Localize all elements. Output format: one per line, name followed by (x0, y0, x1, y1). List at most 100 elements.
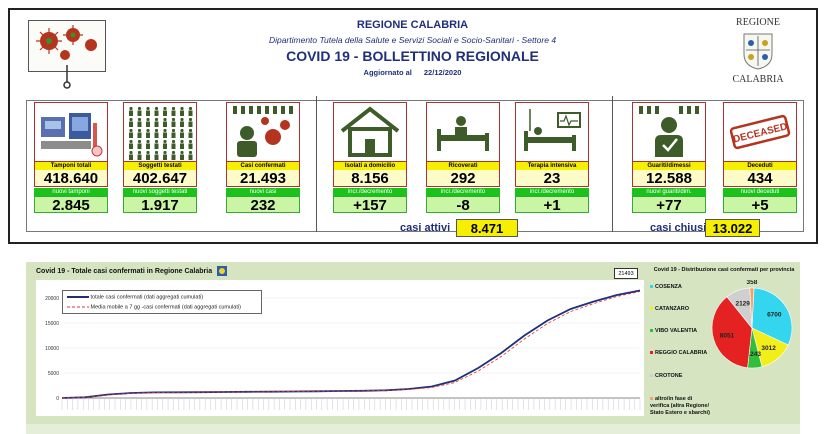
card-terapia: Terapia intensiva 23 incr./decremento +1 (515, 102, 589, 214)
card-sub-value: 2.845 (34, 196, 108, 214)
pie-legend-label: CATANZARO (655, 306, 690, 312)
pie-legend-label: altro/in fase di verifica (altra Regione… (650, 396, 710, 416)
card-label: Soggetti testati (123, 162, 197, 170)
hospital-bed-icon (426, 102, 500, 162)
card-label: Ricoverati (426, 162, 500, 170)
card-sub-label: nuovi tamponi (34, 188, 108, 196)
pie-legend-label: CROTONE (655, 373, 683, 379)
pie-legend-reggio: REGGIO CALABRIA (650, 350, 707, 356)
card-label: Isolati a domicilio (333, 162, 407, 170)
card-value: 23 (515, 170, 589, 187)
card-sub-label: incr./decremento (426, 188, 500, 196)
closed-cases-value: 13.022 (705, 219, 760, 237)
pie-slice (711, 296, 753, 369)
chart-legend: totale casi confermati (dati aggregati c… (62, 290, 262, 314)
pie-legend-vibo: VIBO VALENTIA (650, 328, 697, 334)
card-label: Casi confermati (226, 162, 300, 170)
card-deceduti: DECEASED Deceduti 434 nuovi deceduti +5 (723, 102, 797, 214)
updated-line: Aggiornato al 22/12/2020 (0, 68, 825, 77)
pie-slice-label: 1243 (747, 351, 762, 358)
active-cases-label: casi attivi (400, 222, 451, 234)
legend-label: totale casi confermati (dati aggregati c… (90, 294, 204, 301)
pie-slice-label: 3012 (761, 345, 776, 352)
card-isolati: Isolati a domicilio 8.156 incr./decremen… (333, 102, 407, 214)
updated-label: Aggiornato al (363, 68, 412, 77)
pie-legend-catanzaro: CATANZARO (650, 306, 689, 312)
y-tick-label: 15000 (45, 321, 59, 327)
card-sub-value: 232 (226, 196, 300, 214)
card-sub-label: incr./decremento (333, 188, 407, 196)
pie-legend-label: VIBO VALENTIA (655, 328, 698, 334)
card-label: Tamponi totali (34, 162, 108, 170)
pie-legend-crotone: CROTONE (650, 373, 682, 379)
series-moving-average-line (61, 291, 641, 399)
card-guariti: Guariti/dimessi 12.588 nuovi guariti/dim… (632, 102, 706, 214)
card-sub-label: nuovi casi (226, 188, 300, 196)
people-grid-icon (123, 102, 197, 162)
chart-title: Covid 19 - Totale casi confermati in Reg… (36, 266, 228, 276)
card-sub-value: -8 (426, 196, 500, 214)
card-sub-label: incr./decremento (515, 188, 589, 196)
pie-legend-label: COSENZA (655, 284, 682, 290)
card-value: 402.647 (123, 170, 197, 187)
active-cases-value: 8.471 (456, 219, 518, 237)
legend-item-total: totale casi confermati (dati aggregati c… (67, 294, 203, 300)
chart-title-text: Covid 19 - Totale casi confermati in Reg… (36, 267, 213, 275)
legend-item-moving-average: Media mobile a 7 gg -casi confermati (da… (67, 304, 241, 310)
card-sub-label: nuovi soggetti testati (123, 188, 197, 196)
divider (316, 96, 317, 232)
pie-slice-label: 6700 (767, 312, 782, 319)
card-sub-value: +157 (333, 196, 407, 214)
card-sub-label: nuovi guariti/dim. (632, 188, 706, 196)
icu-icon (515, 102, 589, 162)
pie-slice-label: 358 (746, 280, 757, 286)
region-crest-icon (742, 32, 774, 70)
y-tick-label: 20000 (45, 296, 59, 302)
card-sub-value: +1 (515, 196, 589, 214)
card-sub-label: nuovi deceduti (723, 188, 797, 196)
lab-icon (34, 102, 108, 162)
card-label: Guariti/dimessi (632, 162, 706, 170)
house-icon (333, 102, 407, 162)
logo-text-top: REGIONE (736, 17, 780, 28)
card-value: 8.156 (333, 170, 407, 187)
card-sub-value: +77 (632, 196, 706, 214)
department-subtitle: Dipartimento Tutela della Salute e Servi… (268, 35, 557, 45)
pie-slice (749, 287, 755, 329)
pie-legend-label: REGGIO CALABRIA (655, 350, 708, 356)
pie-title: Covid 19 - Distribuzione casi confermati… (653, 267, 795, 273)
card-sub-value: +5 (723, 196, 797, 214)
pie-slice-label: 2129 (735, 301, 750, 308)
divider (612, 96, 613, 232)
y-tick-label: 0 (56, 396, 59, 402)
card-value: 292 (426, 170, 500, 187)
pie-legend-cosenza: COSENZA (650, 284, 682, 290)
virus-illustration (28, 20, 106, 89)
card-value: 12.588 (632, 170, 706, 187)
closed-cases-label: casi chiusi (650, 222, 707, 234)
logo-text-bottom: CALABRIA (732, 74, 784, 85)
card-soggetti: Soggetti testati 402.647 nuovi soggetti … (123, 102, 197, 214)
deceased-stamp-icon: DECEASED (723, 102, 797, 162)
card-label: Terapia intensiva (515, 162, 589, 170)
updated-date: 22/12/2020 (423, 68, 462, 77)
card-ricoverati: Ricoverati 292 incr./decremento -8 (426, 102, 500, 214)
bulletin-title: COVID 19 - BOLLETTINO REGIONALE (286, 48, 539, 64)
pie-chart: 6700 3012 1243 8051 2129 358 (704, 279, 800, 376)
stats-frame (26, 100, 804, 232)
pie-legend-other: altro/in fase di verifica (altra Regione… (650, 396, 712, 417)
card-sub-value: 1.917 (123, 196, 197, 214)
pie-slice-label: 8051 (720, 332, 735, 339)
recovered-icon (632, 102, 706, 162)
card-label: Deceduti (723, 162, 797, 170)
total-badge: 21493 (614, 268, 638, 279)
region-title: REGIONE CALABRIA (356, 19, 469, 31)
virus-icon (36, 25, 97, 89)
card-confermati: Casi confermati 21.493 nuovi casi 232 (226, 102, 300, 214)
card-value: 434 (723, 170, 797, 187)
pie-slice (751, 287, 793, 346)
virus-person-icon (226, 102, 300, 162)
y-tick-label: 10000 (45, 346, 59, 352)
bottom-strip (26, 424, 800, 434)
card-value: 21.493 (226, 170, 300, 187)
